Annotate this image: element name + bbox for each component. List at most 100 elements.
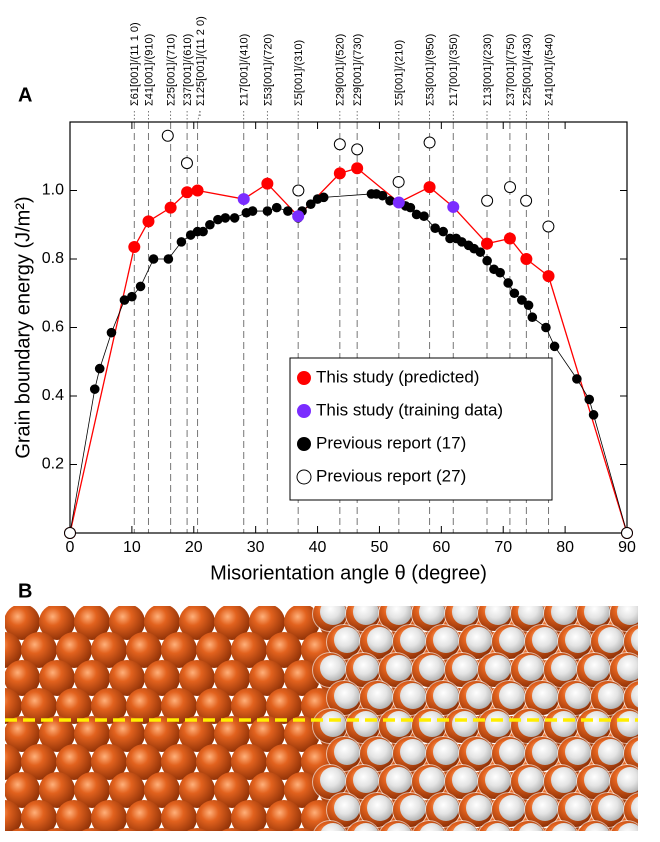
boundary-label: Σ29[001]/(520) bbox=[335, 34, 347, 106]
atom bbox=[144, 716, 180, 752]
data-point bbox=[161, 129, 174, 142]
data-point bbox=[106, 327, 117, 338]
atom bbox=[651, 688, 660, 724]
atom bbox=[5, 606, 40, 640]
atom bbox=[486, 823, 510, 831]
x-tick-label: 0 bbox=[66, 539, 75, 556]
atom bbox=[214, 716, 250, 752]
atom bbox=[231, 800, 267, 831]
atom bbox=[551, 767, 577, 793]
x-axis-title: Misorientation angle θ (degree) bbox=[210, 562, 487, 584]
atom bbox=[5, 660, 40, 696]
atom bbox=[74, 660, 110, 696]
atom bbox=[74, 716, 110, 752]
atom bbox=[284, 716, 320, 752]
atom bbox=[419, 711, 445, 737]
data-point bbox=[504, 181, 517, 194]
atom bbox=[651, 744, 660, 780]
atom bbox=[214, 772, 250, 808]
atom bbox=[598, 627, 624, 653]
data-point bbox=[495, 267, 505, 278]
atom bbox=[179, 716, 215, 752]
atom bbox=[284, 606, 320, 640]
data-point bbox=[237, 193, 250, 206]
data-point bbox=[419, 211, 429, 221]
atom bbox=[551, 655, 577, 681]
atom bbox=[292, 828, 312, 831]
x-tick-label: 70 bbox=[494, 539, 512, 556]
data-point bbox=[588, 410, 599, 420]
atom bbox=[0, 660, 5, 696]
data-point bbox=[220, 213, 231, 223]
atom bbox=[257, 828, 277, 831]
atom bbox=[334, 739, 360, 765]
atom bbox=[320, 767, 346, 793]
atom bbox=[109, 660, 145, 696]
legend-label: Previous report (17) bbox=[316, 433, 466, 452]
atom bbox=[266, 632, 302, 668]
data-point bbox=[205, 219, 215, 230]
atom bbox=[0, 828, 5, 842]
data-point bbox=[541, 322, 551, 333]
legend-marker bbox=[296, 469, 312, 485]
atom bbox=[367, 795, 393, 821]
boundary-label: Σ5[001]/(310) bbox=[293, 40, 305, 106]
atom bbox=[5, 632, 22, 668]
atom bbox=[144, 660, 180, 696]
atom bbox=[74, 772, 110, 808]
atom bbox=[367, 683, 393, 709]
atom bbox=[584, 767, 610, 793]
atom bbox=[12, 828, 32, 831]
atom bbox=[565, 627, 591, 653]
atom bbox=[179, 660, 215, 696]
atom bbox=[618, 823, 638, 831]
data-point bbox=[261, 177, 274, 190]
data-point bbox=[430, 223, 440, 233]
atom bbox=[598, 739, 624, 765]
atom bbox=[386, 767, 412, 793]
boundary-label: Σ53[001]/(950) bbox=[424, 34, 436, 106]
data-point bbox=[283, 206, 293, 216]
atom bbox=[144, 606, 180, 640]
data-point bbox=[542, 220, 555, 233]
atom bbox=[5, 688, 22, 724]
legend-marker bbox=[297, 437, 311, 451]
atom bbox=[284, 772, 320, 808]
boundary-label: Σ29[001]/(730) bbox=[352, 34, 364, 106]
atom bbox=[231, 688, 267, 724]
atom bbox=[466, 683, 492, 709]
x-tick-label: 50 bbox=[371, 539, 389, 556]
data-point bbox=[423, 136, 436, 149]
legend-box bbox=[289, 357, 553, 501]
atom bbox=[5, 800, 22, 831]
data-point bbox=[523, 300, 534, 311]
y-tick-label: 0.2 bbox=[42, 456, 64, 473]
atom bbox=[109, 716, 145, 752]
atom bbox=[485, 767, 511, 793]
atom bbox=[419, 655, 445, 681]
atom bbox=[231, 632, 267, 668]
atom bbox=[21, 632, 57, 668]
x-tick-label: 90 bbox=[618, 539, 636, 556]
atom bbox=[56, 632, 92, 668]
atom bbox=[433, 627, 459, 653]
data-point bbox=[142, 215, 155, 228]
atom bbox=[485, 606, 511, 625]
atom bbox=[196, 800, 232, 831]
atom bbox=[433, 739, 459, 765]
atom bbox=[386, 711, 412, 737]
atom bbox=[565, 795, 591, 821]
y-tick-label: 0.4 bbox=[42, 387, 64, 404]
data-point bbox=[94, 363, 105, 374]
boundary-label: Σ5[001]/(210) bbox=[394, 40, 406, 106]
atom bbox=[433, 683, 459, 709]
atom bbox=[499, 627, 525, 653]
atom bbox=[39, 772, 75, 808]
atom bbox=[433, 795, 459, 821]
atom bbox=[214, 660, 250, 696]
atom bbox=[466, 795, 492, 821]
atom bbox=[91, 744, 127, 780]
atom bbox=[91, 800, 127, 831]
atom bbox=[39, 716, 75, 752]
atom bbox=[249, 660, 285, 696]
